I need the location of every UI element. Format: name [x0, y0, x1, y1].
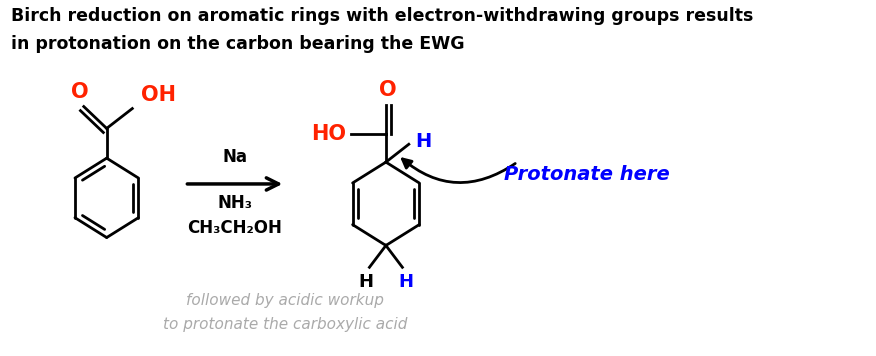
Text: Protonate here: Protonate here — [505, 164, 670, 184]
Text: Birch reduction on aromatic rings with electron-withdrawing groups results: Birch reduction on aromatic rings with e… — [11, 7, 752, 25]
Text: Na: Na — [223, 148, 247, 166]
Text: OH: OH — [141, 85, 176, 105]
Text: H: H — [358, 273, 373, 291]
Text: O: O — [71, 82, 89, 101]
Text: HO: HO — [312, 124, 347, 144]
Text: H: H — [415, 132, 432, 151]
Text: followed by acidic workup: followed by acidic workup — [187, 293, 385, 308]
Text: O: O — [379, 80, 397, 100]
FancyArrowPatch shape — [402, 159, 515, 183]
Text: H: H — [399, 273, 413, 291]
Text: CH₃CH₂OH: CH₃CH₂OH — [187, 219, 282, 237]
Text: to protonate the carboxylic acid: to protonate the carboxylic acid — [163, 317, 407, 333]
Text: in protonation on the carbon bearing the EWG: in protonation on the carbon bearing the… — [11, 35, 464, 53]
Text: NH₃: NH₃ — [217, 194, 252, 212]
